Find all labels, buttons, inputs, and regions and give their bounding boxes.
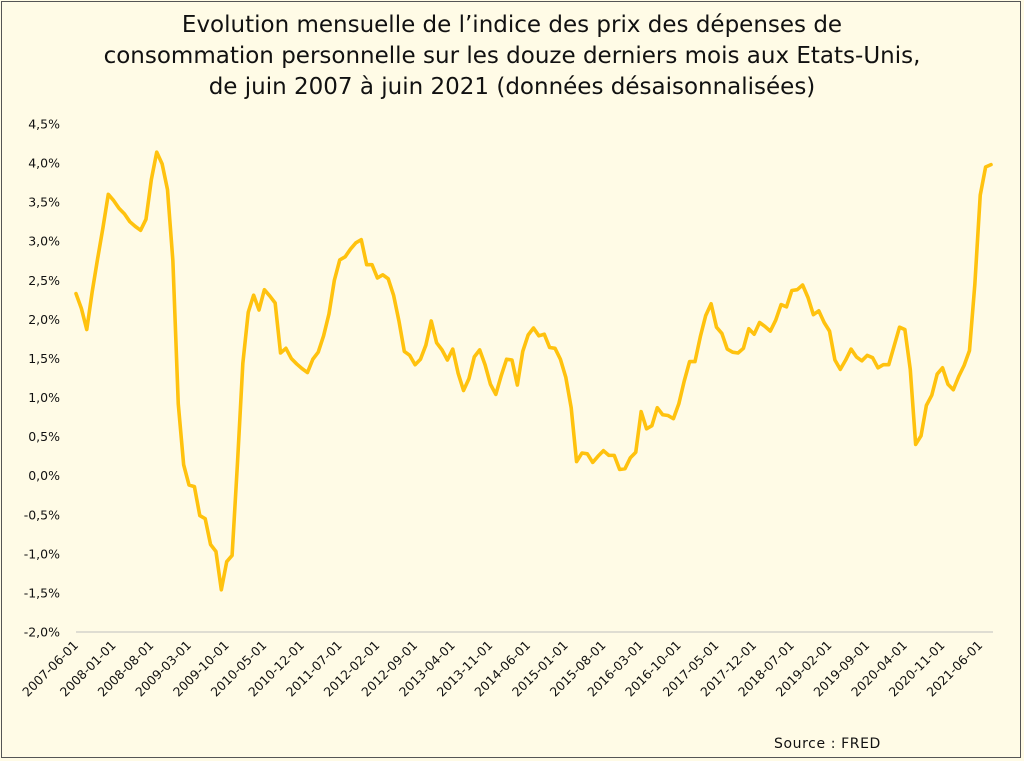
- y-tick-label: -2,0%: [24, 625, 60, 640]
- series-line: [74, 150, 993, 592]
- y-tick-label: 4,0%: [28, 156, 60, 171]
- chart-title: Evolution mensuelle de l’indice des prix…: [0, 10, 1024, 103]
- y-tick-label: 3,0%: [28, 234, 60, 249]
- y-tick-label: 4,5%: [28, 117, 60, 132]
- y-tick-label: -1,5%: [24, 585, 60, 600]
- y-tick-label: 0,5%: [28, 429, 60, 444]
- y-tick-label: 1,0%: [28, 390, 60, 405]
- chart-title-line-3: de juin 2007 à juin 2021 (données désais…: [208, 74, 816, 100]
- chart-title-line-2: consommation personnelle sur les douze d…: [103, 43, 921, 69]
- y-tick-label: -1,0%: [24, 546, 60, 561]
- y-tick-label: 2,5%: [28, 273, 60, 288]
- y-tick-label: 0,0%: [28, 468, 60, 483]
- y-tick-label: 2,0%: [28, 312, 60, 327]
- y-tick-label: 3,5%: [28, 195, 60, 210]
- source-note: Source : FRED: [774, 736, 881, 752]
- y-tick-label: -0,5%: [24, 507, 60, 522]
- y-tick-label: 1,5%: [28, 351, 60, 366]
- chart-title-line-1: Evolution mensuelle de l’indice des prix…: [181, 12, 843, 38]
